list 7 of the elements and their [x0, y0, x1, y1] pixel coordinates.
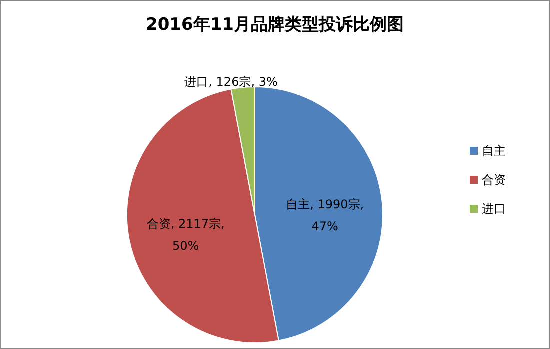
chart-title: 2016年11月品牌类型投诉比例图 — [146, 15, 404, 35]
data-label: 合资, 2117宗, 50% — [146, 217, 225, 254]
data-label: 自主, 1990宗, 47% — [286, 197, 364, 234]
legend-label: 进口 — [482, 202, 506, 216]
data-label: 进口, 126宗, 3% — [184, 75, 278, 90]
legend-label: 合资 — [482, 173, 506, 187]
legend-label: 自主 — [482, 144, 506, 158]
